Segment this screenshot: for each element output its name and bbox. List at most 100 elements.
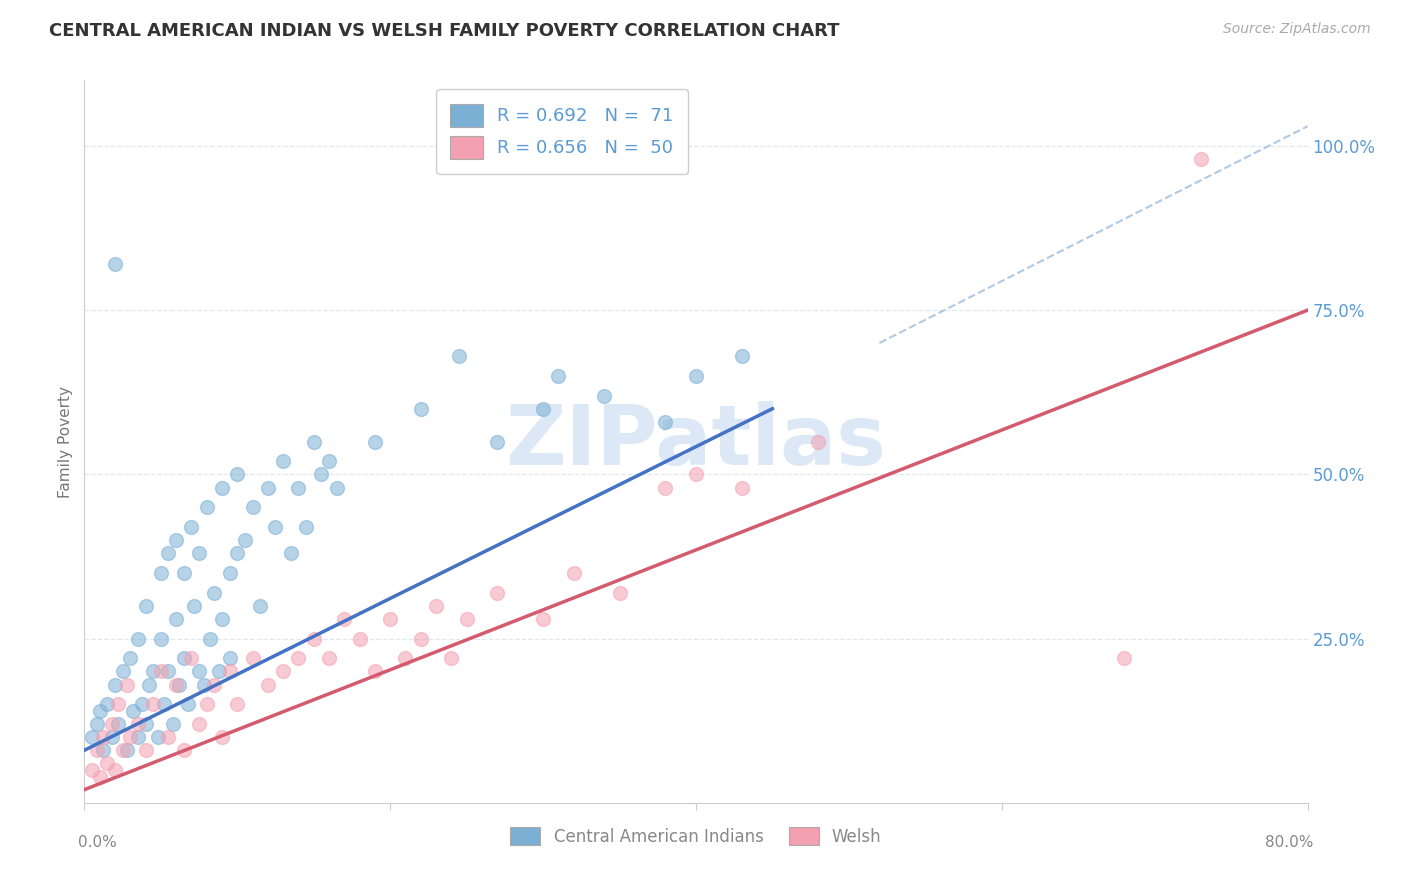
Point — [731, 349, 754, 363]
Point — [257, 677, 280, 691]
Point — [89, 704, 111, 718]
Point — [198, 632, 221, 646]
Point — [89, 770, 111, 784]
Point — [188, 665, 211, 679]
Point — [86, 743, 108, 757]
Point — [218, 665, 240, 679]
Point — [180, 520, 202, 534]
Point — [364, 665, 387, 679]
Point — [333, 612, 356, 626]
Point — [101, 730, 124, 744]
Point — [149, 632, 172, 646]
Point — [440, 651, 463, 665]
Point — [654, 481, 676, 495]
Point — [409, 632, 432, 646]
Point — [193, 677, 215, 691]
Point — [409, 401, 432, 416]
Point — [547, 368, 569, 383]
Point — [325, 481, 347, 495]
Point — [104, 763, 127, 777]
Point — [107, 698, 129, 712]
Point — [167, 677, 190, 691]
Point — [447, 349, 470, 363]
Point — [242, 500, 264, 515]
Point — [380, 612, 402, 626]
Point — [202, 677, 225, 691]
Text: ZIPatlas: ZIPatlas — [506, 401, 886, 482]
Point — [287, 651, 309, 665]
Point — [242, 651, 264, 665]
Point — [1114, 651, 1136, 665]
Point — [562, 566, 585, 580]
Point — [609, 585, 631, 599]
Point — [249, 599, 271, 613]
Point — [318, 454, 340, 468]
Point — [165, 533, 187, 547]
Point — [188, 717, 211, 731]
Point — [287, 481, 309, 495]
Y-axis label: Family Poverty: Family Poverty — [58, 385, 73, 498]
Point — [685, 368, 707, 383]
Point — [731, 481, 754, 495]
Point — [135, 599, 157, 613]
Point — [111, 743, 134, 757]
Point — [165, 612, 187, 626]
Legend: Central American Indians, Welsh: Central American Indians, Welsh — [503, 821, 889, 852]
Point — [208, 665, 231, 679]
Point — [486, 585, 509, 599]
Point — [138, 677, 160, 691]
Point — [157, 730, 180, 744]
Point — [122, 704, 145, 718]
Point — [173, 566, 195, 580]
Point — [173, 743, 195, 757]
Point — [349, 632, 371, 646]
Point — [218, 566, 240, 580]
Point — [127, 717, 149, 731]
Point — [115, 743, 138, 757]
Point — [211, 481, 233, 495]
Point — [195, 500, 218, 515]
Point — [149, 566, 172, 580]
Point — [364, 434, 387, 449]
Point — [101, 717, 124, 731]
Point — [104, 257, 127, 271]
Point — [456, 612, 478, 626]
Point — [120, 651, 142, 665]
Point — [311, 467, 333, 482]
Point — [80, 730, 103, 744]
Point — [807, 434, 830, 449]
Point — [226, 467, 249, 482]
Point — [120, 730, 142, 744]
Point — [1189, 152, 1212, 166]
Point — [80, 763, 103, 777]
Point — [211, 612, 233, 626]
Point — [685, 467, 707, 482]
Point — [188, 546, 211, 560]
Point — [153, 698, 176, 712]
Point — [91, 743, 114, 757]
Point — [211, 730, 233, 744]
Point — [593, 388, 616, 402]
Point — [226, 546, 249, 560]
Text: Source: ZipAtlas.com: Source: ZipAtlas.com — [1223, 22, 1371, 37]
Point — [162, 717, 184, 731]
Text: 80.0%: 80.0% — [1265, 835, 1313, 850]
Point — [107, 717, 129, 731]
Point — [86, 717, 108, 731]
Point — [531, 612, 554, 626]
Point — [104, 677, 127, 691]
Point — [195, 698, 218, 712]
Point — [115, 677, 138, 691]
Point — [149, 665, 172, 679]
Point — [111, 665, 134, 679]
Point — [295, 520, 318, 534]
Point — [91, 730, 114, 744]
Point — [233, 533, 256, 547]
Point — [183, 599, 205, 613]
Point — [271, 665, 294, 679]
Point — [135, 743, 157, 757]
Point — [654, 415, 676, 429]
Point — [271, 454, 294, 468]
Point — [218, 651, 240, 665]
Point — [318, 651, 340, 665]
